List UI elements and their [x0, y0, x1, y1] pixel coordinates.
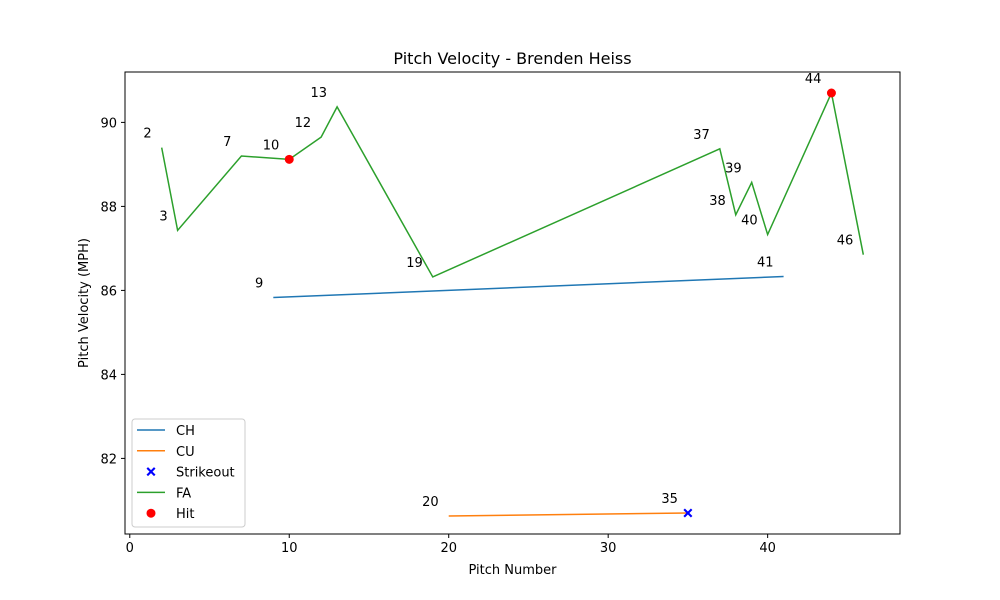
marker-hit [826, 88, 836, 98]
x-axis: 0 10 20 30 40 [126, 534, 776, 556]
point-label: 9 [255, 277, 263, 292]
y-tick-label: 84 [100, 368, 117, 383]
point-label: 35 [661, 492, 678, 507]
legend-swatch-hit [146, 508, 156, 518]
marker-hit [284, 154, 294, 164]
point-label: 7 [223, 135, 231, 150]
series-line-fa [160, 90, 865, 278]
point-label: 12 [295, 116, 312, 131]
y-tick-label: 86 [100, 284, 117, 299]
point-label: 40 [741, 214, 758, 229]
point-label: 44 [805, 72, 822, 87]
series-line-ch [273, 275, 784, 299]
y-tick-label: 88 [100, 200, 117, 215]
marker-strikeout [683, 508, 693, 518]
point-label: 46 [837, 234, 854, 249]
legend-label-cu: CU [176, 445, 195, 460]
x-tick-label: 40 [759, 541, 776, 556]
point-label: 2 [143, 127, 151, 142]
point-label: 38 [709, 194, 726, 209]
y-axis-label: Pitch Velocity (MPH) [77, 238, 92, 368]
point-label: 3 [159, 209, 167, 224]
point-label: 20 [422, 495, 439, 510]
point-label: 19 [406, 256, 423, 271]
point-label: 39 [725, 161, 742, 176]
point-label: 37 [693, 128, 710, 143]
y-axis: 82 84 86 88 90 [100, 116, 125, 467]
point-label: 41 [757, 256, 774, 271]
x-axis-label: Pitch Number [468, 563, 557, 578]
legend-label-ch: CH [176, 424, 195, 439]
x-tick-label: 20 [440, 541, 457, 556]
chart-title: Pitch Velocity - Brenden Heiss [393, 49, 631, 68]
x-tick-label: 10 [281, 541, 298, 556]
legend-label-strikeout: Strikeout [176, 466, 235, 481]
legend-box [131, 418, 246, 528]
x-tick-label: 30 [600, 541, 617, 556]
legend-swatch-strikeout [146, 467, 156, 477]
y-tick-label: 90 [100, 116, 117, 131]
legend-label-fa: FA [176, 486, 191, 501]
point-label: 10 [263, 138, 280, 153]
point-label: 13 [311, 86, 328, 101]
legend: CH CU Strikeout FA Hit [131, 418, 246, 528]
series-line-cu [448, 512, 688, 517]
x-tick-label: 0 [126, 541, 134, 556]
y-tick-label: 82 [100, 452, 117, 467]
plot-frame [124, 71, 901, 535]
legend-label-hit: Hit [176, 507, 194, 522]
